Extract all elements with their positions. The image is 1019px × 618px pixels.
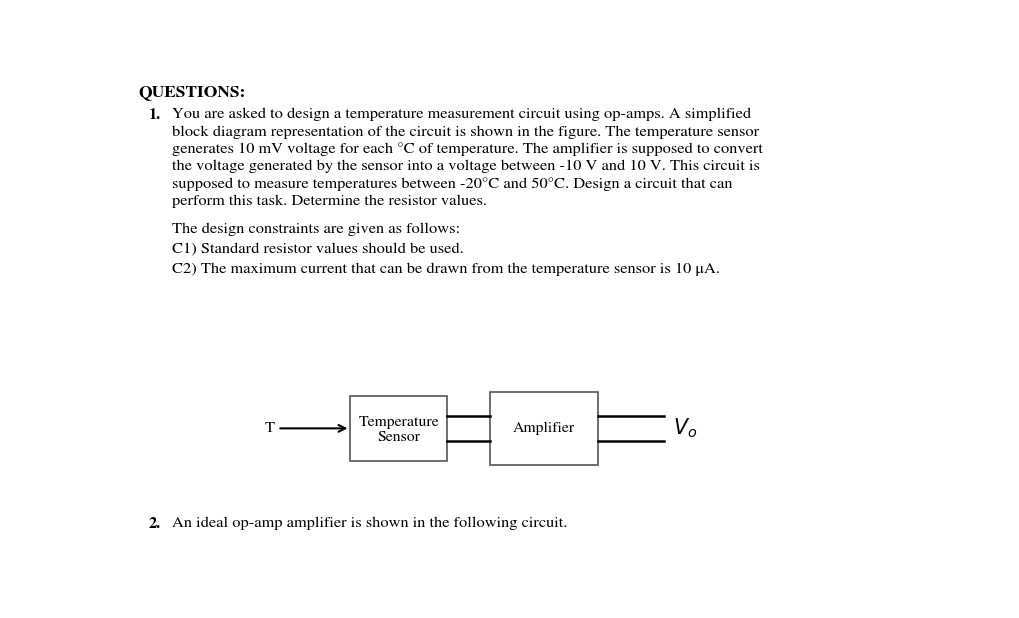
Text: QUESTIONS:: QUESTIONS:	[139, 85, 246, 100]
Text: C2) The maximum current that can be drawn from the temperature sensor is 10 μA.: C2) The maximum current that can be draw…	[172, 263, 719, 276]
Text: 1.: 1.	[149, 108, 161, 122]
Text: block diagram representation of the circuit is shown in the figure. The temperat: block diagram representation of the circ…	[172, 125, 759, 139]
Text: Amplifier: Amplifier	[513, 421, 575, 435]
Text: supposed to measure temperatures between -20°C and 50°C. Design a circuit that c: supposed to measure temperatures between…	[172, 177, 733, 191]
Text: generates 10 mV voltage for each °C of temperature. The amplifier is supposed to: generates 10 mV voltage for each °C of t…	[172, 143, 762, 156]
Text: An ideal op-amp amplifier is shown in the following circuit.: An ideal op-amp amplifier is shown in th…	[172, 517, 568, 530]
Text: C1) Standard resistor values should be used.: C1) Standard resistor values should be u…	[172, 243, 464, 256]
Text: perform this task. Determine the resistor values.: perform this task. Determine the resisto…	[172, 195, 487, 208]
Text: Temperature: Temperature	[358, 415, 438, 429]
Text: The design constraints are given as follows:: The design constraints are given as foll…	[172, 222, 461, 236]
Bar	[350, 396, 446, 461]
Text: Sensor: Sensor	[377, 430, 420, 444]
Text: 2.: 2.	[149, 517, 161, 531]
Text: T: T	[265, 421, 275, 435]
Text: the voltage generated by the sensor into a voltage between -10 V and 10 V. This : the voltage generated by the sensor into…	[172, 160, 759, 174]
Text: You are asked to design a temperature measurement circuit using op-amps. A simpl: You are asked to design a temperature me…	[172, 108, 751, 121]
Bar	[489, 392, 598, 465]
Text: $V_o$: $V_o$	[673, 417, 697, 440]
